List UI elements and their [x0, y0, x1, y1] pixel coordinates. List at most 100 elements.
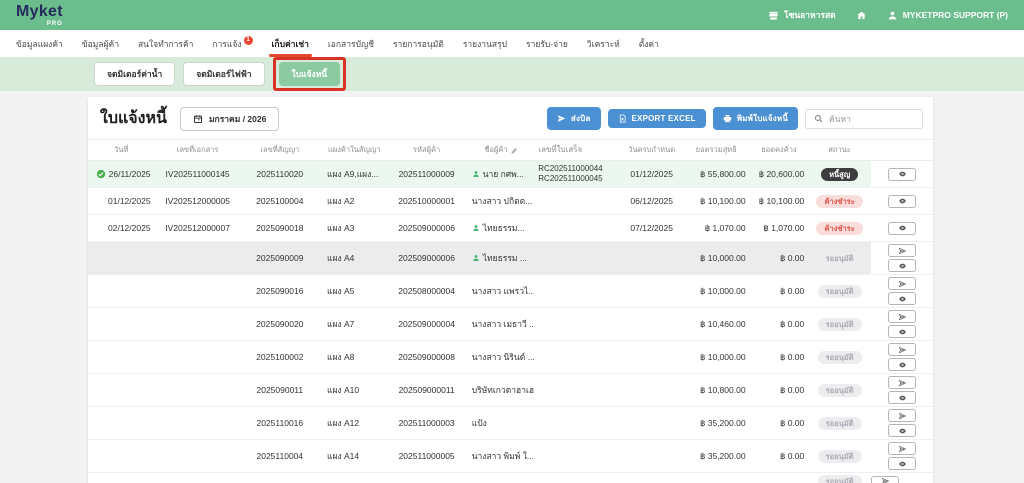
send-bill-button[interactable]: ส่งบิล	[546, 107, 601, 130]
app-logo[interactable]: Myket pro	[16, 3, 63, 27]
contract-no-value: 2025110004	[256, 451, 304, 461]
cell-due-date: 07/12/2025	[620, 221, 683, 235]
total-value: ฿ 35,200.00	[699, 417, 746, 428]
vendor-name-value: นางสาว พิมพ์ ใ...	[471, 451, 534, 461]
table-row: 02/12/2025 IV202512000007 2025090018 แผง A3…	[88, 215, 933, 242]
nav-item[interactable]: เอกสารบัญชี	[328, 30, 374, 57]
nav-item[interactable]: รายการอนุมัติ	[393, 30, 444, 57]
subtab-button[interactable]: ใบแจ้งหนี้	[278, 62, 341, 86]
subtab-button[interactable]: จดมิเตอร์ไฟฟ้า	[183, 62, 265, 86]
cell-due-date	[620, 388, 683, 392]
nav-item[interactable]: รายงานสรุป	[463, 30, 507, 57]
nav-item-label: รายงานสรุป	[462, 38, 508, 49]
cell-status: รออนุมัติ	[808, 415, 871, 432]
due-date-value: 06/12/2025	[630, 196, 673, 206]
row-cells: 2025110004 แผง A14 202511000005 นางสาว พิมพ…	[88, 440, 871, 472]
send-invoice-button[interactable]	[888, 277, 916, 290]
eye-icon	[898, 262, 907, 270]
view-invoice-button[interactable]	[888, 424, 916, 437]
table-row: 2025090016 แผง A5 202508000004 นางสาว แพรวไ…	[88, 275, 933, 308]
document-no-value: IV202511000145	[165, 169, 230, 179]
send-invoice-button[interactable]	[888, 310, 916, 323]
month-picker[interactable]: มกราคม / 2026	[179, 106, 280, 131]
cell-contract-no: 2025100004	[241, 194, 319, 208]
vendor-name-value: ไทยธรรม ...	[482, 253, 527, 263]
nav-item[interactable]: ข้อมูลแผงค้า	[16, 30, 63, 57]
view-invoice-button[interactable]	[888, 457, 916, 470]
print-invoice-button[interactable]: พิมพ์ใบแจ้งหนี้	[712, 107, 798, 130]
user-menu[interactable]: MYKETPRO SUPPORT (P)	[887, 10, 1008, 21]
column-header: ชื่อผู้ค้า	[468, 142, 535, 158]
send-invoice-button[interactable]	[888, 244, 916, 257]
annotation-highlight-box: ใบแจ้งหนี้	[272, 57, 347, 91]
cell-date	[88, 421, 155, 425]
view-invoice-button[interactable]	[888, 391, 916, 404]
cell-document-no: IV202511000145	[155, 167, 241, 181]
nav-item[interactable]: เก็บค่าเช่า	[268, 30, 313, 57]
column-header-label: ยอดรวมสุทธิ	[695, 145, 737, 154]
cell-document-no	[155, 388, 241, 392]
view-invoice-button[interactable]	[888, 358, 916, 371]
view-invoice-button[interactable]	[888, 194, 916, 208]
view-invoice-button[interactable]	[888, 167, 916, 181]
row-actions	[871, 341, 933, 373]
send-invoice-button[interactable]	[888, 343, 916, 356]
cell-document-no	[155, 322, 241, 326]
cell-outstanding: ฿ 0.00	[750, 383, 809, 398]
subtab-button[interactable]: จดมิเตอร์ค่าน้ำ	[94, 62, 176, 86]
vendor-name-value: นางสาว ปกิตต...	[471, 196, 533, 206]
nav-item[interactable]: วิเคราะห์	[587, 30, 620, 57]
cell-status: รออนุมัติ	[808, 283, 871, 300]
cell-stall	[319, 473, 386, 477]
column-header: เลขที่สัญญา	[241, 142, 319, 158]
send-invoice-button[interactable]	[888, 376, 916, 389]
nav-item[interactable]: ข้อมูลผู้ค้า	[82, 30, 119, 57]
nav-item[interactable]: รายรับ-จ่าย	[526, 30, 568, 57]
cell-vendor-code: 202508000004	[386, 284, 468, 298]
cell-contract-no	[241, 473, 319, 477]
cell-contract-no: 2025100002	[241, 350, 319, 364]
nav-item[interactable]: การแจ้ง 1	[212, 30, 253, 57]
cell-stall: แผง A9,แผง...	[319, 165, 386, 183]
row-cells: 2025090020 แผง A7 202509000004 นางสาว เมธาว…	[88, 308, 871, 340]
cell-vendor-code: 202509000006	[386, 251, 468, 265]
zone-selector[interactable]: โซนอาหารสด	[768, 8, 836, 22]
date-value: 01/12/2025	[108, 196, 151, 206]
outstanding-value: ฿ 20,600.00	[758, 168, 805, 179]
cell-vendor-name: แป้ง	[468, 414, 535, 432]
cell-document-no	[155, 256, 241, 260]
export-excel-button[interactable]: EXPORT EXCEL	[607, 109, 706, 128]
total-value: ฿ 10,000.00	[699, 351, 746, 362]
total-value: ฿ 10,460.00	[699, 318, 746, 329]
cell-vendor-code: 202509000006	[386, 221, 468, 235]
nav-item-label: เอกสารบัญชี	[327, 38, 374, 49]
status-badge: รออนุมัติ	[817, 416, 862, 430]
cell-outstanding: ฿ 20,600.00	[750, 167, 809, 182]
nav-item[interactable]: ตั้งค่า	[639, 30, 659, 57]
search-input[interactable]	[829, 113, 914, 124]
view-invoice-button[interactable]	[888, 292, 916, 305]
contract-no-value: 2025090009	[256, 253, 304, 263]
row-actions	[871, 242, 933, 274]
total-value: ฿ 1,070.00	[704, 222, 746, 233]
row-cells: 2025090009 แผง A4 202509000006 ไทยธรรม ... ฿…	[88, 242, 871, 274]
contract-no-value: 2025090011	[256, 385, 304, 395]
cell-stall: แผง A8	[319, 348, 386, 366]
cell-stall: แผง A12	[319, 414, 386, 432]
view-invoice-button[interactable]	[888, 259, 916, 272]
send-invoice-button[interactable]	[888, 442, 916, 455]
view-invoice-button[interactable]	[888, 221, 916, 235]
cell-outstanding	[750, 473, 809, 477]
outstanding-value: ฿ 0.00	[779, 417, 805, 428]
view-invoice-button[interactable]	[888, 325, 916, 338]
receipt-no-line: RC202511000044	[538, 163, 603, 173]
nav-item[interactable]: สนใจทำการค้า	[138, 30, 193, 57]
send-invoice-button[interactable]	[888, 409, 916, 422]
cell-date	[88, 388, 155, 392]
total-value: ฿ 10,100.00	[699, 195, 746, 206]
home-icon[interactable]	[856, 10, 867, 21]
nav-item-label: ข้อมูลผู้ค้า	[81, 38, 119, 49]
send-invoice-button[interactable]	[871, 475, 899, 483]
cell-stall: แผง A4	[319, 249, 386, 267]
cell-total: ฿ 55,800.00	[683, 167, 750, 182]
